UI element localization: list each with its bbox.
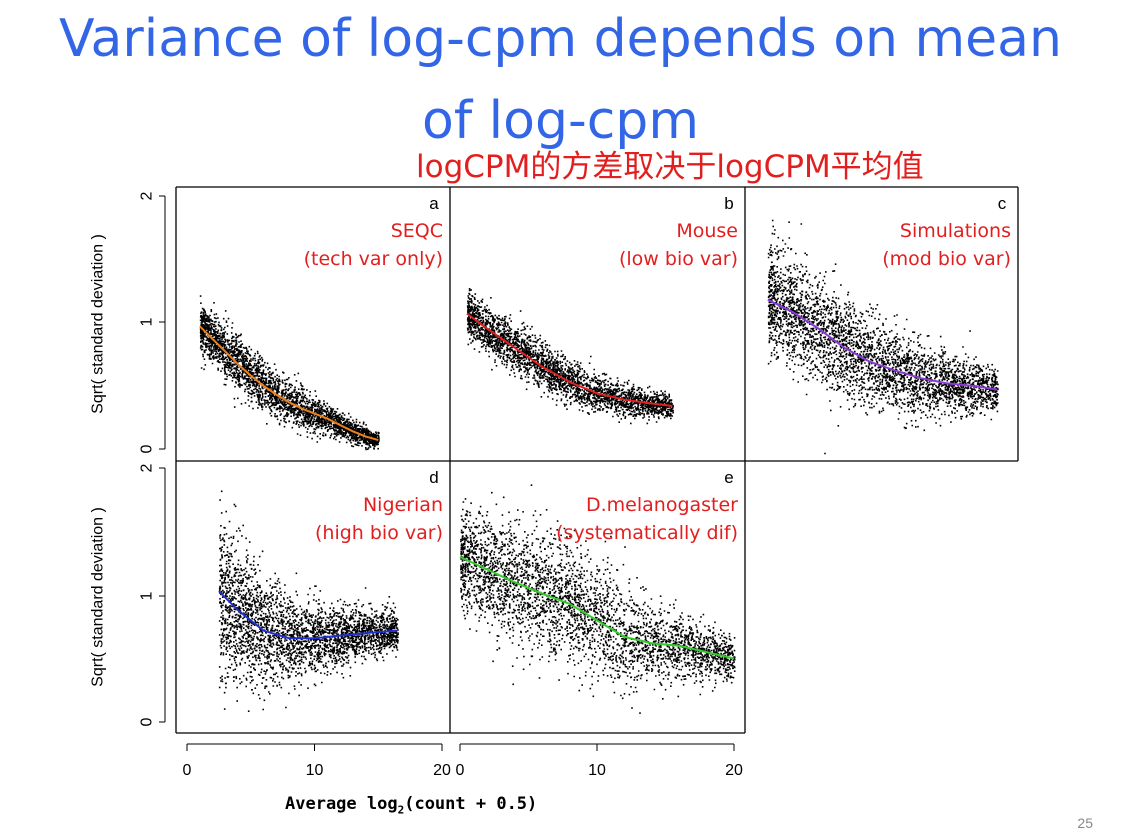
scatter-point-cloud-e (460, 484, 736, 714)
trend-line-c (767, 298, 998, 391)
y-tick-label: 1 (139, 591, 156, 600)
scatter-points-a (199, 295, 380, 451)
scatter-point-cloud-a (199, 295, 380, 451)
panel-letter-b: b (724, 194, 733, 213)
x-tick-label: 20 (433, 762, 451, 779)
panel-label-e: D.melanogaster (586, 494, 738, 516)
panel-label-d: Nigerian (363, 494, 443, 516)
slide-title-line2: of log-cpm (422, 91, 699, 151)
x-axis-label: Average log2(count + 0.5) (285, 794, 538, 817)
y-tick-label: 0 (139, 444, 156, 453)
page-number: 25 (1077, 815, 1093, 831)
scatter-point-cloud-c (767, 219, 999, 455)
panel-sublabel-d: (high bio var) (315, 522, 443, 544)
scatter-points-e (460, 484, 736, 714)
scatter-point-cloud-d (218, 490, 399, 712)
x-tick-label: 10 (306, 762, 324, 779)
x-tick-label: 20 (725, 762, 743, 779)
y-axis-label: Sqrt( standard deviation ) (90, 507, 107, 687)
trend-line-a (199, 325, 379, 442)
trend-line-d (218, 590, 398, 640)
y-axis-label: Sqrt( standard deviation ) (90, 234, 107, 414)
y-tick-label: 2 (139, 463, 156, 472)
panel-sublabel-c: (mod bio var) (882, 248, 1011, 270)
panel-sublabel-a: (tech var only) (304, 248, 443, 270)
y-tick-label: 0 (139, 717, 156, 726)
slide-title-line1: Variance of log-cpm depends on mean (59, 9, 1062, 69)
panel-letter-e: e (724, 468, 733, 487)
panel-label-a: SEQC (391, 220, 443, 242)
panel-label-b: Mouse (676, 220, 738, 242)
scatter-points-b (466, 288, 674, 425)
panel-letter-a: a (429, 194, 439, 213)
scatter-points-d (218, 490, 399, 712)
panel-letter-d: d (429, 468, 438, 487)
scatter-point-cloud-b (466, 288, 674, 425)
x-tick-label: 0 (183, 762, 192, 779)
y-tick-label: 2 (139, 191, 156, 200)
panel-sublabel-b: (low bio var) (619, 248, 738, 270)
panel-sublabel-e: (systematically dif) (556, 522, 738, 544)
trend-line-e (459, 555, 735, 660)
y-tick-label: 1 (139, 317, 156, 326)
scatter-points-c (767, 219, 999, 455)
x-tick-label: 0 (456, 762, 465, 779)
trend-line-b (466, 312, 673, 407)
panel-label-c: Simulations (900, 220, 1011, 242)
panel-letter-c: c (998, 194, 1007, 213)
x-tick-label: 10 (588, 762, 606, 779)
chinese-subtitle: logCPM的方差取决于logCPM平均值 (416, 149, 924, 185)
